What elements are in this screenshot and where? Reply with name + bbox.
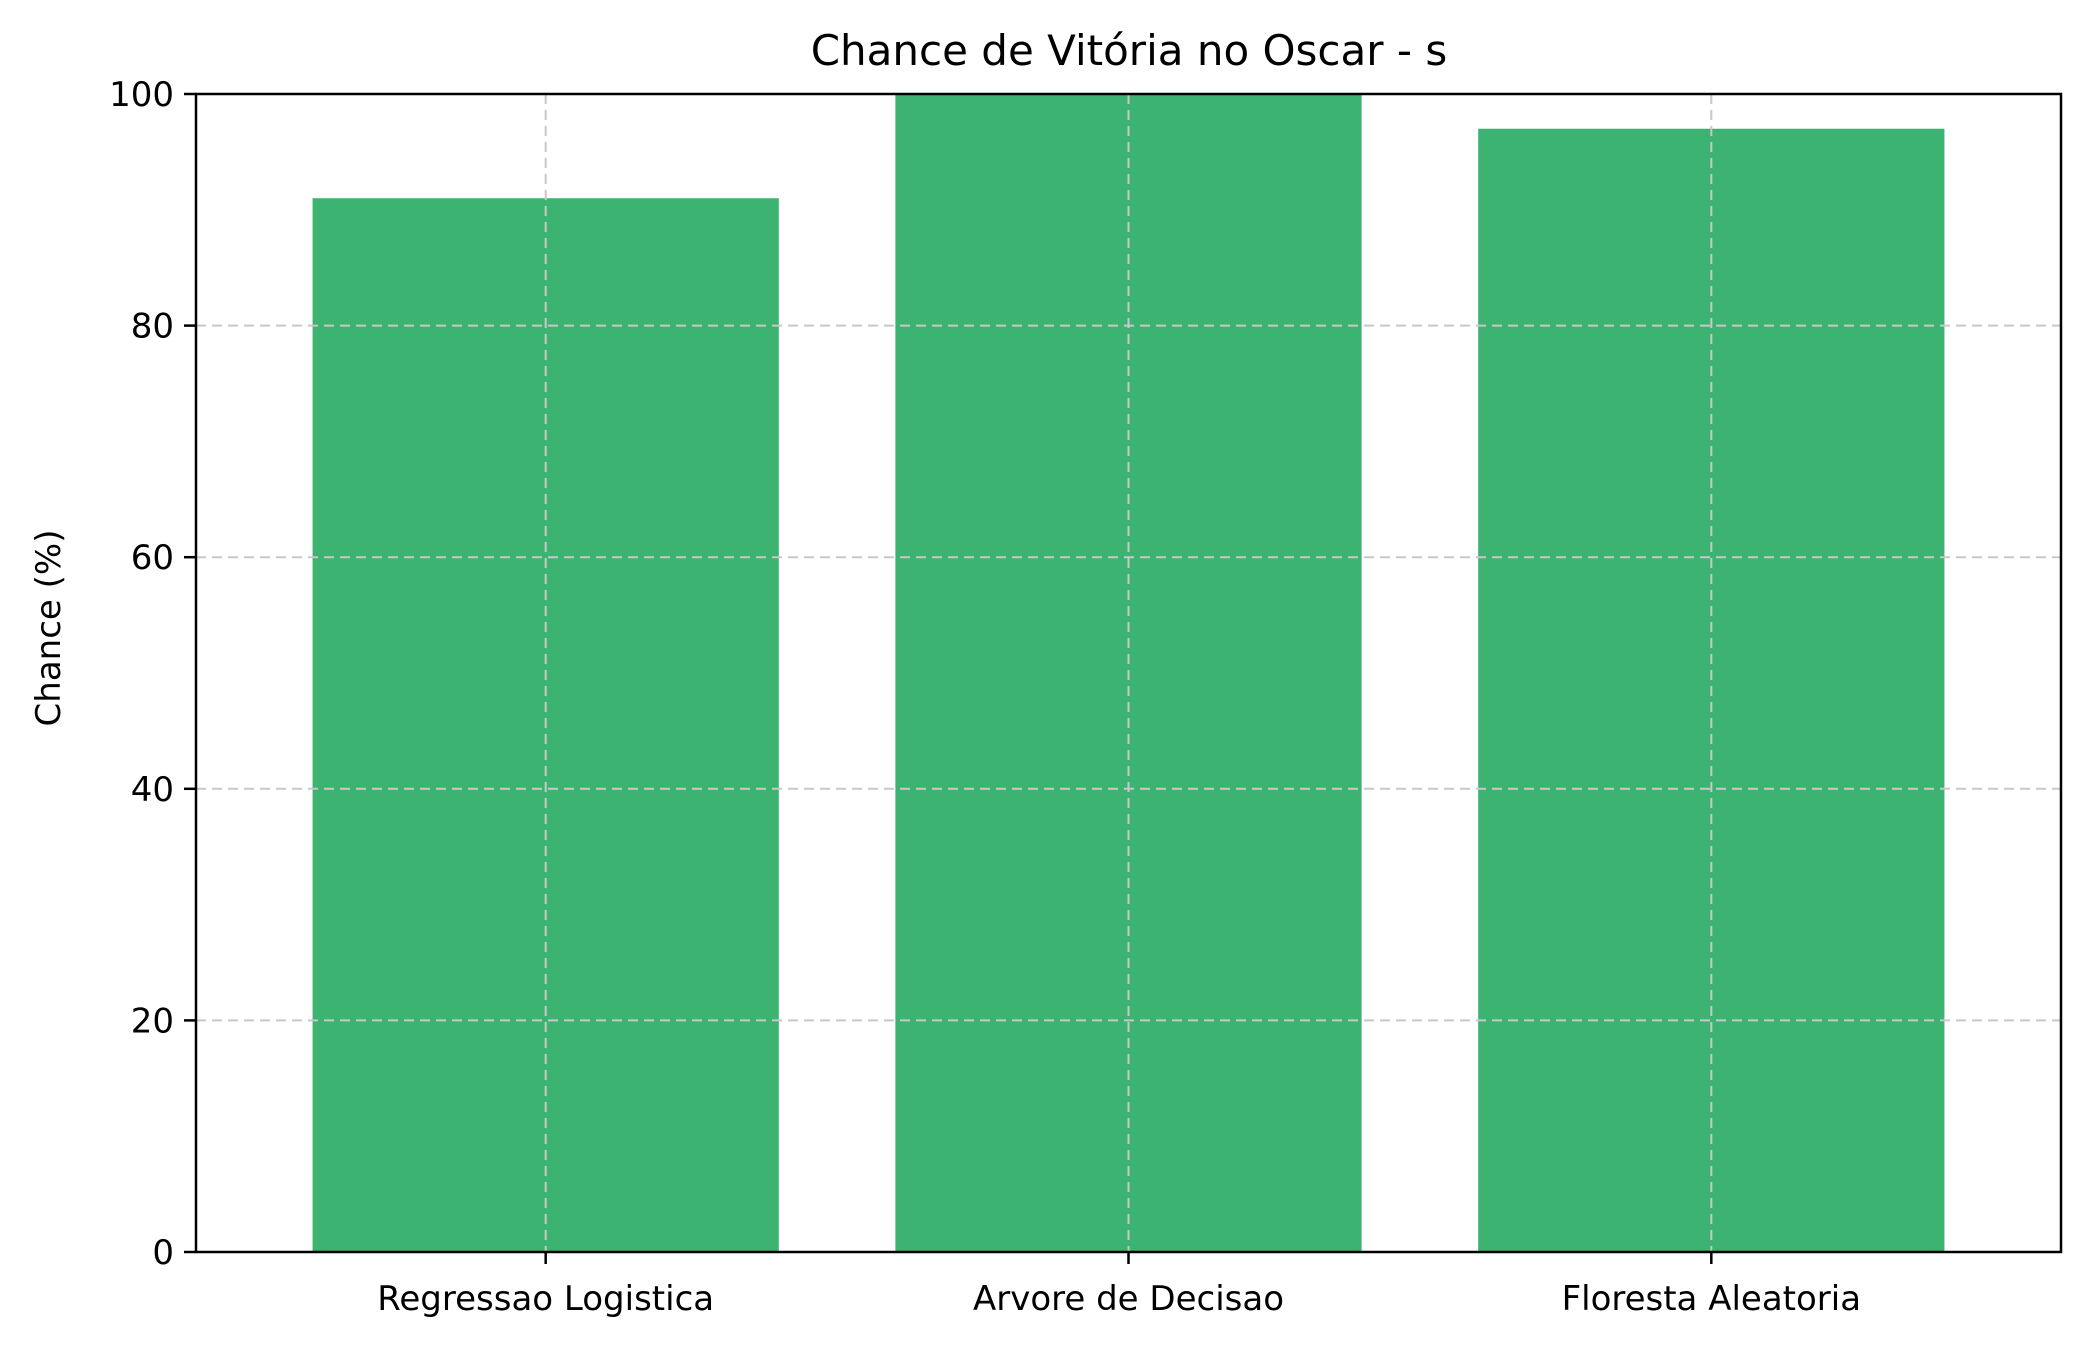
y-tick-label-2: 40 <box>131 770 174 810</box>
y-tick-label-0: 0 <box>152 1233 174 1273</box>
grid-lines <box>196 94 2061 1252</box>
y-tick-label-3: 60 <box>131 538 174 578</box>
x-tick-label-1: Arvore de Decisao <box>973 1279 1284 1319</box>
plot-frame <box>194 92 2063 1254</box>
x-axis-ticks: Regressao Logistica Arvore de Decisao Flor… <box>377 1252 1861 1319</box>
x-tick-label-2: Floresta Aleatoria <box>1562 1279 1862 1319</box>
y-axis-label: Chance (%) <box>29 530 69 727</box>
x-tick-label-0: Regressao Logistica <box>377 1279 714 1319</box>
y-tick-label-5: 100 <box>109 75 174 115</box>
chart-title: Chance de Vitória no Oscar - s <box>811 26 1448 75</box>
y-axis-ticks: 0 20 40 60 80 100 <box>109 75 196 1273</box>
y-tick-label-1: 20 <box>131 1001 174 1041</box>
y-tick-label-4: 80 <box>131 307 174 347</box>
